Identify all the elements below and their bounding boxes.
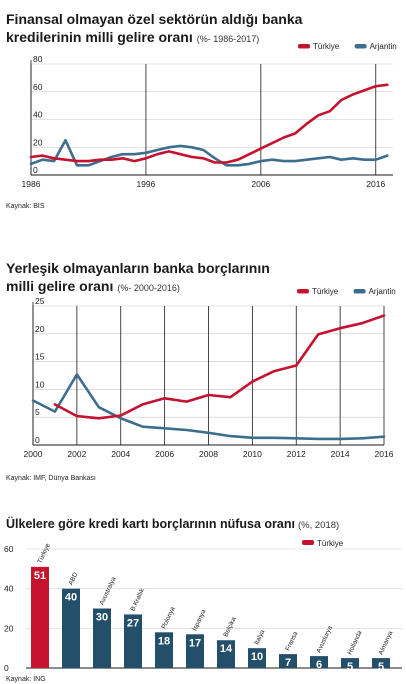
- series-line-arjantin: [31, 373, 386, 441]
- chart-source: Kaynak: IMF, Dünya Bankası: [6, 475, 96, 482]
- bar-category-label: Polonya: [160, 606, 176, 631]
- bar-12: [372, 658, 390, 668]
- bar-value-label: 6: [316, 659, 322, 671]
- bar-8: [248, 648, 266, 668]
- bar-value-label: 14: [220, 643, 233, 655]
- y-tick-label: 20: [4, 623, 14, 633]
- bar-category-label: B.Krallık: [129, 587, 146, 613]
- y-tick-label: 60: [33, 82, 43, 92]
- y-tick-label: 5: [35, 407, 40, 417]
- bar-value-label: 40: [65, 592, 77, 604]
- bar-category-label: Avustralya: [98, 576, 117, 607]
- bar-11: [341, 658, 359, 668]
- series-line-türkiye: [29, 83, 389, 164]
- legend-swatch-1: [297, 289, 309, 294]
- bar-value-label: 30: [96, 612, 108, 624]
- y-tick-label: 0: [35, 435, 40, 445]
- x-tick-label: 2012: [287, 449, 306, 459]
- x-tick-label: 2000: [24, 449, 43, 459]
- bar-value-label: 5: [347, 661, 353, 673]
- bar-value-label: 27: [127, 617, 139, 629]
- bar-category-label: Belçika: [222, 616, 237, 638]
- chart-subtitle: (%- 1986-2017): [197, 34, 260, 44]
- y-tick-label: 10: [35, 379, 45, 389]
- chart-subtitle: (%, 2018): [298, 520, 339, 531]
- chart-title-line1: Yerleşik olmayanların banka borçlarının: [6, 260, 270, 276]
- y-tick-label: 0: [33, 165, 38, 175]
- line-chart-1: Finansal olmayan özel sektörün aldığı ba…: [6, 11, 397, 210]
- y-tick-label: 80: [33, 54, 43, 64]
- series-line-türkiye: [53, 314, 386, 420]
- x-tick-label: 2010: [243, 449, 262, 459]
- legend-label-2: Arjantin: [370, 42, 397, 51]
- x-tick-label: 2004: [111, 449, 130, 459]
- bar-2: [62, 588, 80, 668]
- bar-4: [124, 614, 142, 668]
- bar-5: [155, 632, 173, 668]
- bar-category-label: İtalya: [252, 628, 267, 646]
- bar-7: [217, 640, 235, 668]
- x-tick-label: 2014: [331, 449, 350, 459]
- chart-title-line2-text: milli gelire oranı: [6, 278, 113, 294]
- bar-6: [186, 634, 204, 668]
- legend-swatch-2: [353, 289, 366, 294]
- x-tick-label: 2002: [67, 449, 86, 459]
- chart-title-line2: milli gelire oranı (%- 2000-2016): [6, 278, 180, 294]
- y-tick-label: 40: [4, 584, 14, 594]
- bar-value-label: 10: [251, 651, 263, 663]
- bar-value-label: 17: [189, 637, 201, 649]
- chart-title-line2-text: kredilerinin milli gelire oranı: [6, 29, 193, 45]
- bar-value-label: 18: [158, 635, 170, 647]
- bar-9: [279, 654, 297, 668]
- bar-category-label: ABD: [67, 571, 79, 586]
- legend-swatch-1: [298, 44, 310, 49]
- legend-label-1: Türkiye: [313, 42, 340, 51]
- bar-value-label: 5: [378, 661, 384, 673]
- y-tick-label: 0: [4, 663, 9, 673]
- y-tick-label: 15: [35, 352, 45, 362]
- x-tick-label: 2006: [155, 449, 174, 459]
- bar-category-label: Türkiye: [36, 542, 52, 565]
- series-line-arjantin: [29, 139, 389, 167]
- x-tick-label: 2016: [366, 179, 385, 189]
- chart-title-text: Ülkelere göre kredi kartı borçlarının nü…: [6, 516, 295, 531]
- bar-category-label: Hollanda: [346, 629, 363, 656]
- bar-1: [31, 566, 49, 668]
- chart-title: Ülkelere göre kredi kartı borçlarının nü…: [6, 516, 339, 531]
- legend-label-1: Türkiye: [312, 287, 339, 296]
- bar-10: [310, 656, 328, 668]
- bar-category-label: Almanya: [377, 630, 394, 656]
- chart-title-line1: Finansal olmayan özel sektörün aldığı ba…: [6, 11, 303, 27]
- x-tick-label: 1996: [136, 179, 155, 189]
- bar-category-label: Avusturya: [315, 625, 334, 654]
- bar-category-label: Fransa: [284, 630, 299, 652]
- legend-swatch-2: [354, 44, 367, 49]
- chart-title-line2: kredilerinin milli gelire oranı (%- 1986-…: [6, 29, 259, 45]
- bar-chart-3: Ülkelere göre kredi kartı borçlarının nü…: [4, 516, 402, 683]
- y-tick-label: 40: [33, 110, 43, 120]
- line-chart-2: Yerleşik olmayanların banka borçlarının m…: [6, 260, 396, 482]
- y-tick-label: 20: [33, 137, 43, 147]
- x-tick-label: 2006: [251, 179, 270, 189]
- y-tick-label: 25: [35, 296, 45, 306]
- y-tick-label: 20: [35, 324, 45, 334]
- legend-label: Türkiye: [317, 539, 344, 548]
- bar-value-label: 7: [285, 657, 291, 669]
- bar-3: [93, 608, 111, 668]
- bar-value-label: 51: [34, 570, 46, 582]
- chart-source: Kaynak: BIS: [6, 203, 45, 210]
- chart-source: Kaynak: İNG: [6, 674, 46, 683]
- legend-swatch: [302, 540, 314, 545]
- chart-subtitle: (%- 2000-2016): [117, 283, 180, 293]
- x-tick-label: 2016: [375, 449, 394, 459]
- x-tick-label: 2008: [199, 449, 218, 459]
- y-tick-label: 60: [4, 544, 14, 554]
- legend-label-2: Arjantin: [369, 287, 396, 296]
- x-tick-label: 1986: [22, 179, 41, 189]
